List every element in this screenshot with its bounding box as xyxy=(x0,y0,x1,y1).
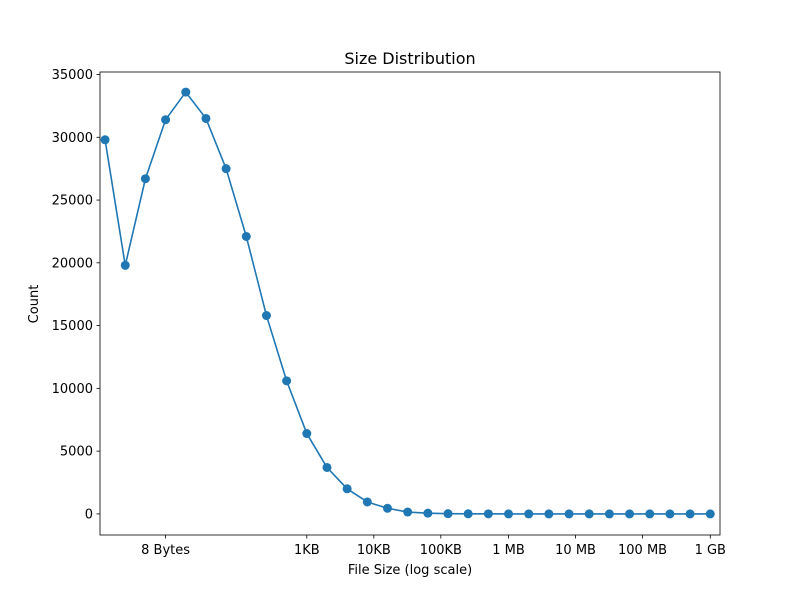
data-point xyxy=(100,135,110,145)
data-point xyxy=(282,376,292,386)
data-point xyxy=(685,509,695,519)
series-line xyxy=(104,91,711,515)
x-tick-label: 1 MB xyxy=(492,543,525,558)
y-tick-label: 30000 xyxy=(52,131,93,146)
data-point xyxy=(463,509,473,519)
data-point xyxy=(403,507,413,517)
y-tick-label: 20000 xyxy=(52,256,93,271)
data-point xyxy=(342,484,352,494)
chart-title: Size Distribution xyxy=(344,49,475,68)
data-point xyxy=(322,462,332,472)
y-tick-label: 0 xyxy=(85,507,93,522)
x-tick-label: 100 MB xyxy=(618,543,667,558)
data-point xyxy=(443,509,453,519)
data-point xyxy=(625,509,635,519)
data-point xyxy=(645,509,655,519)
data-point xyxy=(261,311,271,321)
y-tick-label: 5000 xyxy=(60,445,93,460)
data-point xyxy=(302,429,312,439)
data-point xyxy=(161,115,171,125)
data-point xyxy=(383,503,392,513)
data-point xyxy=(201,113,211,123)
data-point xyxy=(604,509,614,519)
data-point xyxy=(483,509,493,519)
data-point xyxy=(362,497,372,507)
y-tick-label: 10000 xyxy=(52,382,93,397)
data-point xyxy=(120,260,130,270)
data-point xyxy=(423,508,433,518)
data-point xyxy=(584,509,594,519)
data-point xyxy=(705,509,715,519)
y-tick-label: 15000 xyxy=(52,319,93,334)
x-tick-label: 10 MB xyxy=(555,543,596,558)
data-point xyxy=(544,509,554,519)
data-point xyxy=(504,509,514,519)
data-point xyxy=(241,231,251,241)
data-point xyxy=(665,509,675,519)
data-point xyxy=(564,509,574,519)
y-tick-label: 25000 xyxy=(52,194,93,209)
x-tick-label: 10KB xyxy=(357,543,391,558)
x-axis-label: File Size (log scale) xyxy=(348,563,472,578)
x-tick-label: 8 Bytes xyxy=(141,543,190,558)
plot-frame xyxy=(99,71,721,536)
x-tick-label: 1 GB xyxy=(695,543,726,558)
x-tick-label: 1KB xyxy=(294,543,320,558)
data-point xyxy=(524,509,534,519)
data-point xyxy=(181,87,191,97)
x-tick-label: 100KB xyxy=(420,543,462,558)
y-axis-label: Count xyxy=(27,285,42,324)
data-point xyxy=(140,174,150,184)
y-tick-label: 35000 xyxy=(52,68,93,83)
data-point xyxy=(221,164,231,174)
